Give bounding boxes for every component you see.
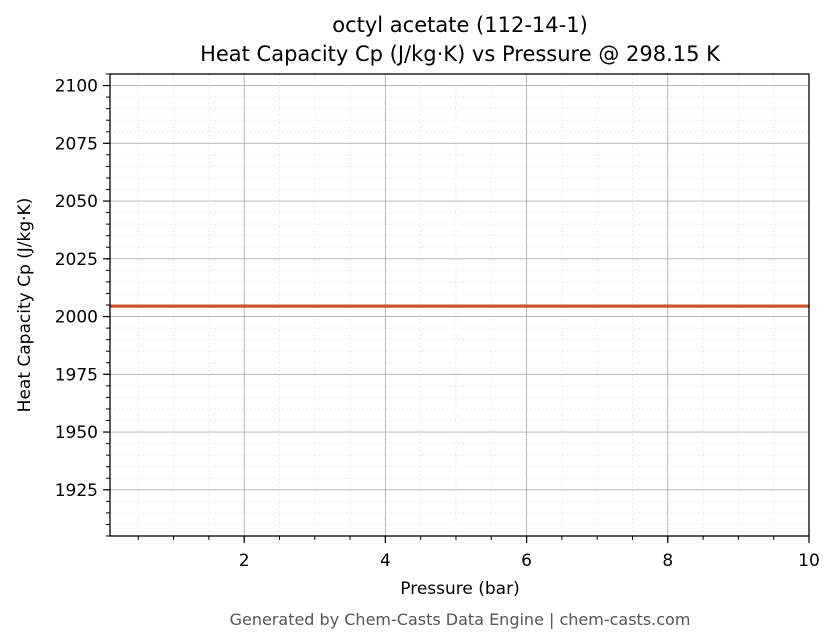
x-tick-label: 2 — [239, 551, 250, 571]
y-tick-label: 2000 — [55, 308, 98, 328]
x-tick-label: 10 — [798, 551, 820, 571]
y-axis-label: Heat Capacity Cp (J/kg·K) — [15, 198, 35, 413]
y-tick-label: 2025 — [55, 250, 98, 270]
chart-subtitle: Heat Capacity Cp (J/kg·K) vs Pressure @ … — [200, 42, 721, 66]
chart-title: octyl acetate (112-14-1) — [332, 13, 588, 37]
y-tick-label: 1975 — [55, 365, 98, 385]
footer-credit: Generated by Chem-Casts Data Engine | ch… — [230, 610, 691, 629]
x-tick-label: 8 — [662, 551, 673, 571]
x-tick-label: 6 — [521, 551, 532, 571]
y-tick-label: 2050 — [55, 192, 98, 212]
x-axis-label: Pressure (bar) — [400, 579, 519, 599]
x-axis-ticks: 2 4 6 8 10 — [137, 536, 820, 571]
y-tick-label: 2075 — [55, 134, 98, 154]
x-tick-label: 4 — [380, 551, 391, 571]
y-tick-label: 1950 — [55, 423, 98, 443]
y-axis-ticks: 1925 1950 1975 2000 2025 2050 2075 2100 — [55, 73, 110, 537]
y-tick-label: 2100 — [55, 77, 98, 97]
y-tick-label: 1925 — [55, 481, 98, 501]
